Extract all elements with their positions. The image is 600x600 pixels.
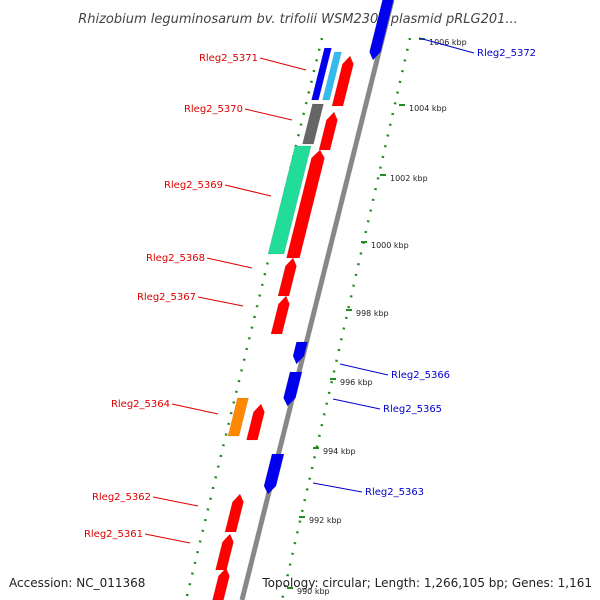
gene-label-left: Rleg2_5370 xyxy=(184,104,243,115)
gene-leader-line xyxy=(418,37,475,54)
gene-arrow-forward xyxy=(212,567,230,600)
gene-label-left: Rleg2_5361 xyxy=(84,529,143,540)
gene-label-left: Rleg2_5367 xyxy=(137,292,196,303)
gene-leader-line xyxy=(244,108,293,121)
tick-label: 992 kbp xyxy=(309,516,342,525)
gene-label-right: Rleg2_5372 xyxy=(477,48,536,59)
accession-text: Accession: NC_011368 xyxy=(9,576,145,590)
gene-leader-line xyxy=(206,257,253,269)
gene-leader-line xyxy=(312,482,363,493)
gene-leader-line xyxy=(224,184,272,197)
gene-arrow-forward xyxy=(215,533,234,571)
gene-arrow-cyan xyxy=(322,51,342,101)
gene-arrow-gray xyxy=(302,103,324,145)
gene-leader-line xyxy=(339,363,389,376)
gene-arrow-blue xyxy=(311,47,332,101)
gene-arrow-forward xyxy=(318,111,338,151)
gene-label-right: Rleg2_5363 xyxy=(365,487,424,498)
gene-arrow-forward xyxy=(224,493,244,533)
gene-leader-line xyxy=(332,398,381,410)
gene-arrow-reverse xyxy=(369,0,394,61)
gene-label-left: Rleg2_5362 xyxy=(92,492,151,503)
gene-leader-line xyxy=(171,403,219,415)
gene-arrow-forward xyxy=(277,257,297,297)
gene-leader-line xyxy=(259,57,307,71)
gene-features xyxy=(212,0,394,600)
gene-leader-line xyxy=(197,296,244,307)
tick-label: 994 kbp xyxy=(323,447,356,456)
map-title: Rhizobium leguminosarum bv. trifolii WSM… xyxy=(78,12,518,27)
genome-stats-text: Topology: circular; Length: 1,266,105 bp… xyxy=(261,576,592,590)
gene-arrow-green xyxy=(267,145,312,255)
gene-arrow-orange xyxy=(227,397,249,437)
chromosome-backbone xyxy=(239,0,395,600)
outer-tick-ring xyxy=(184,37,324,600)
gene-arrow-reverse xyxy=(263,453,285,495)
tick-label: 996 kbp xyxy=(340,378,373,387)
tick-label: 990 kbp xyxy=(297,587,330,596)
gene-arrow-forward xyxy=(331,55,354,107)
gene-arrow-reverse xyxy=(283,371,303,407)
tick-label: 998 kbp xyxy=(356,309,389,318)
gene-label-left: Rleg2_5364 xyxy=(111,399,170,410)
gene-leader-line xyxy=(152,496,199,507)
gene-label-left: Rleg2_5371 xyxy=(199,53,258,64)
gene-label-left: Rleg2_5369 xyxy=(164,180,223,191)
gene-label-left: Rleg2_5368 xyxy=(146,253,205,264)
tick-marks: 1006 kbp 1004 kbp 1002 kbp 1000 kbp 998 kbp 9… xyxy=(287,38,467,596)
tick-label: 1006 kbp xyxy=(429,38,467,47)
tick-label: 1004 kbp xyxy=(409,104,447,113)
gene-arrow-reverse xyxy=(292,341,308,365)
tick-label: 1000 kbp xyxy=(371,241,409,250)
tick-label: 1002 kbp xyxy=(390,174,428,183)
inner-tick-ring xyxy=(280,37,412,600)
gene-leader-line xyxy=(144,533,191,544)
gene-label-right: Rleg2_5365 xyxy=(383,404,442,415)
gene-label-right: Rleg2_5366 xyxy=(391,370,450,381)
gene-labels: Rleg2_5371 Rleg2_5370 Rleg2_5369 Rleg2_5368… xyxy=(84,37,536,544)
gene-arrow-forward xyxy=(270,295,290,335)
gene-arrow-forward xyxy=(246,403,265,441)
